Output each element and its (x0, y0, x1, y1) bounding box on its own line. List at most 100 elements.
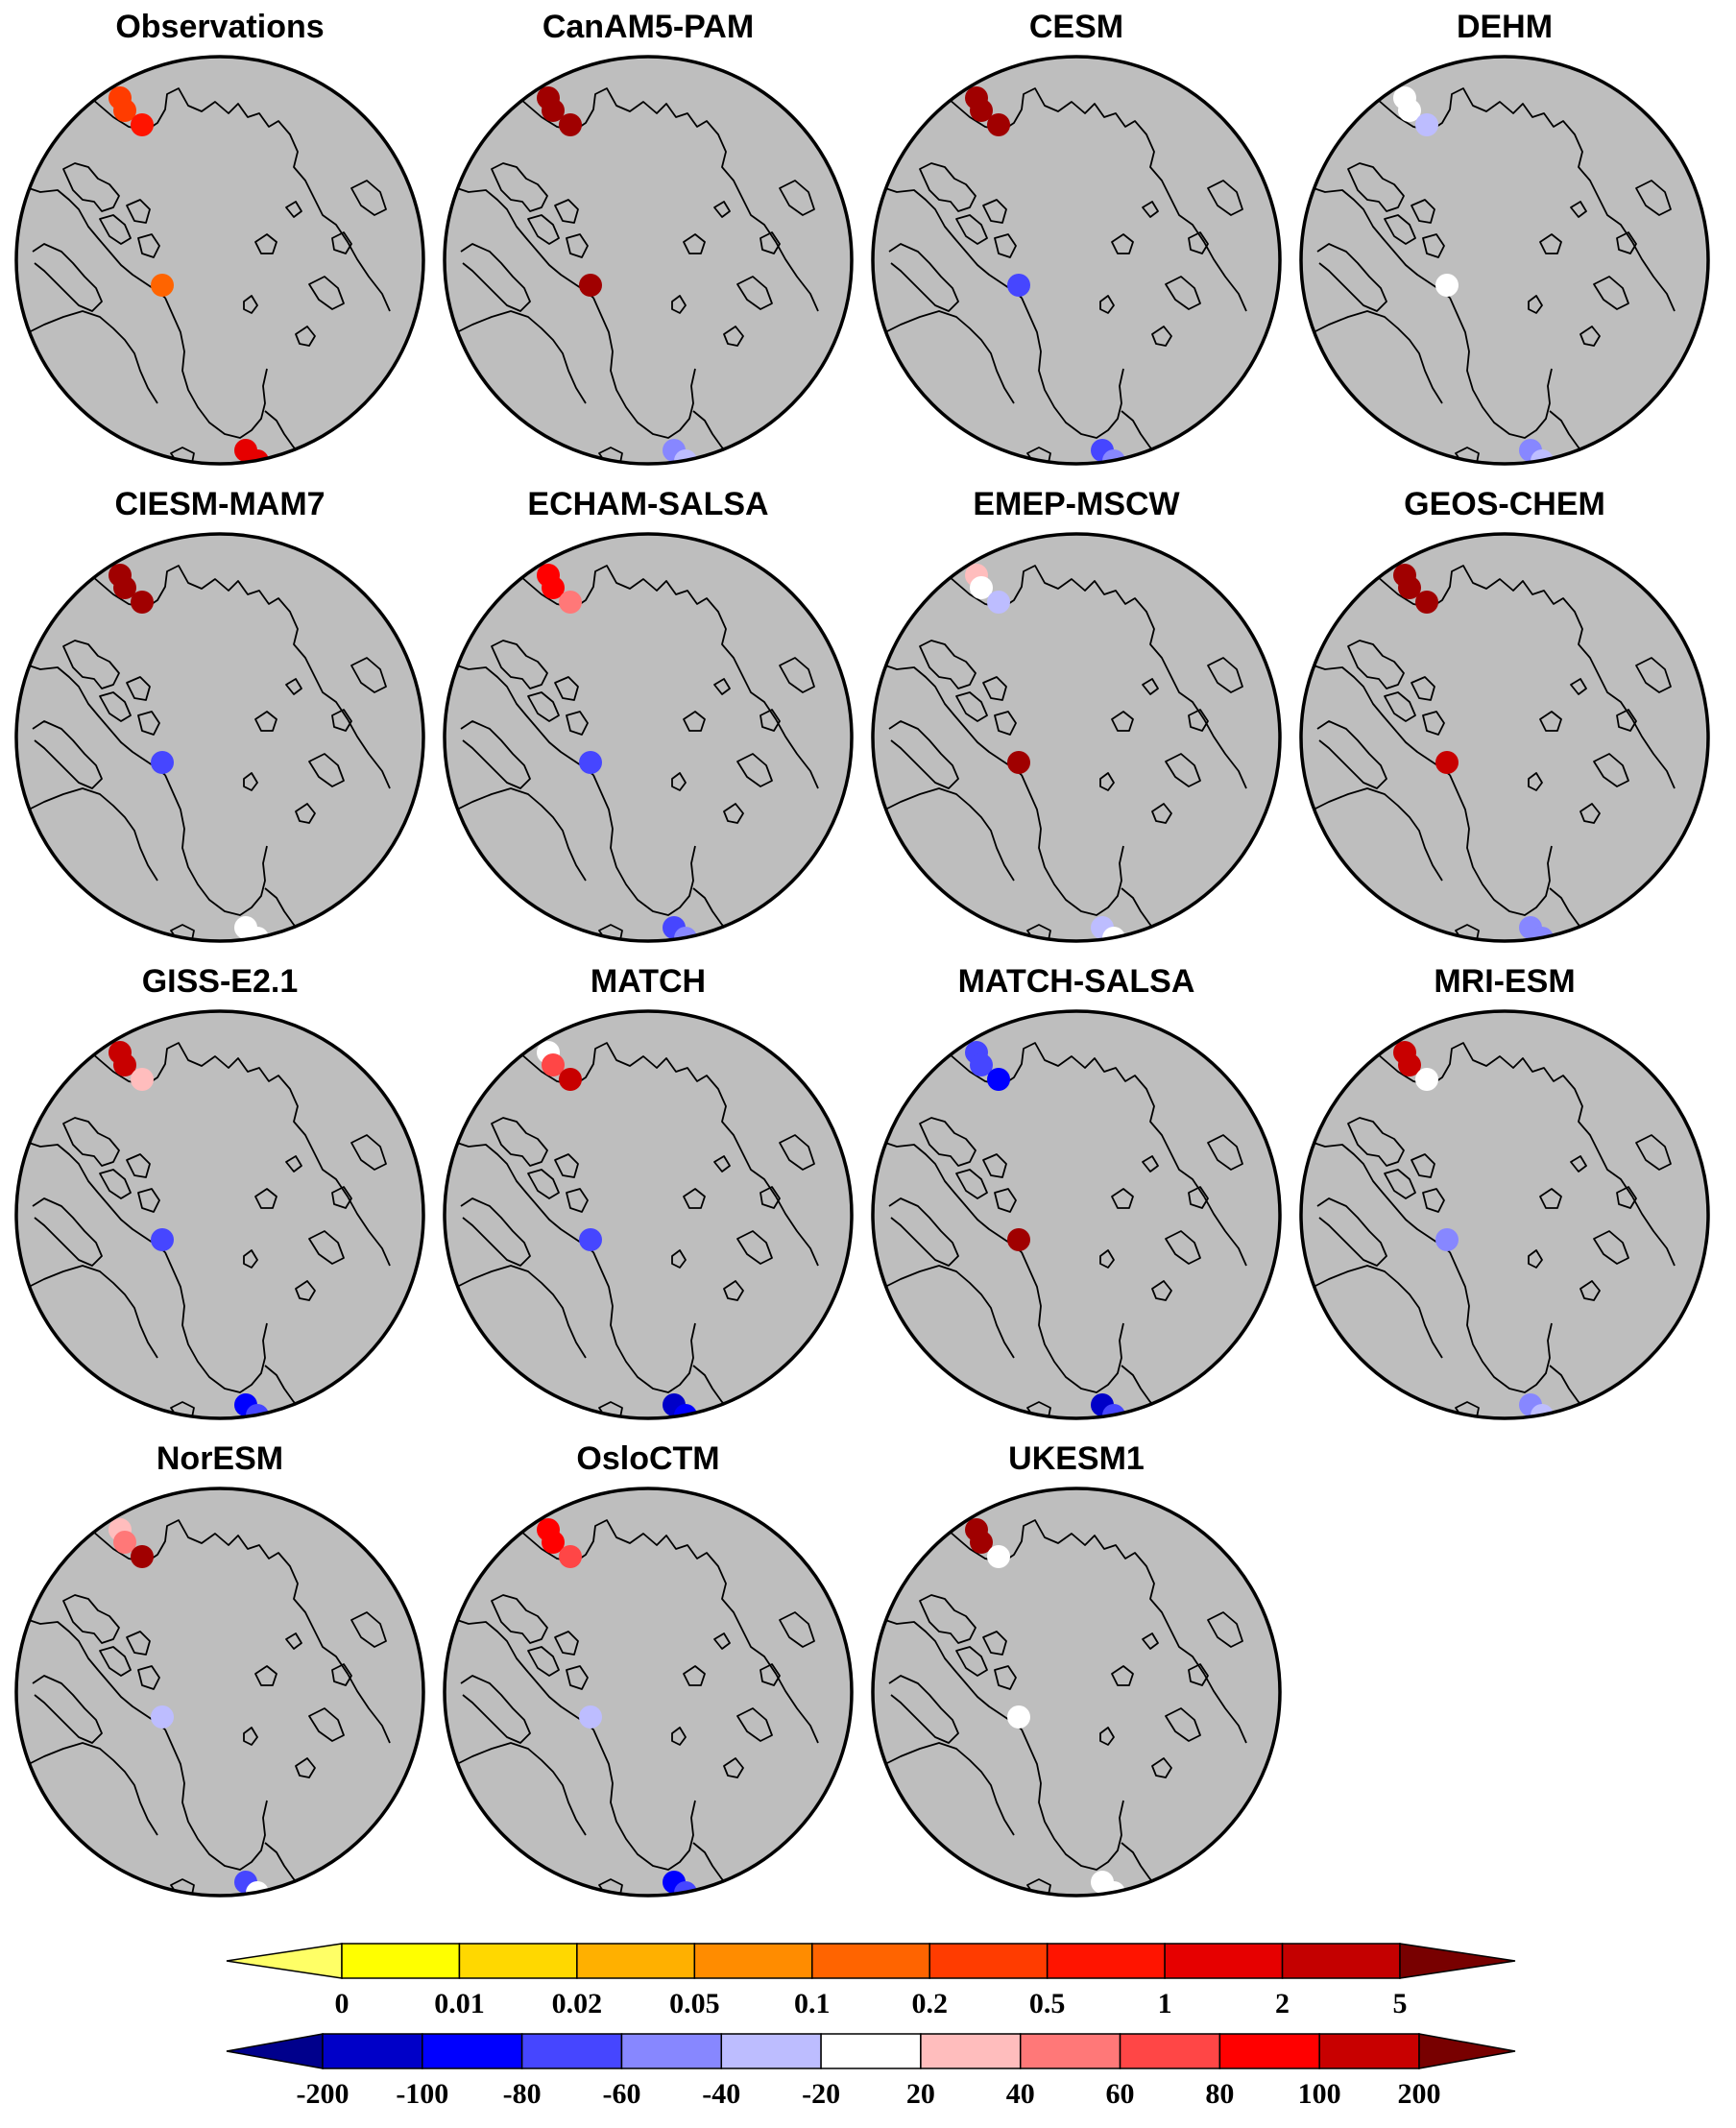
coastline (331, 1186, 352, 1209)
coastline (683, 1188, 706, 1209)
coastline (285, 1632, 302, 1650)
coastline (491, 162, 548, 212)
colorbar-tick-label: 0.2 (911, 1988, 948, 2019)
coastline (350, 1134, 387, 1171)
coastline (450, 663, 594, 776)
polar-map (1299, 55, 1710, 466)
coastline (592, 1251, 696, 1393)
station-marker (113, 99, 136, 122)
coastline (1616, 231, 1637, 254)
colorbar-tick-label: 0.5 (1028, 1988, 1066, 2019)
coastline (723, 1757, 744, 1778)
map-panel: GEOS-CHEM (1290, 477, 1719, 953)
station-marker (987, 113, 1010, 136)
coastline (32, 1197, 103, 1267)
coastline (1579, 326, 1601, 347)
map-background (1301, 1011, 1708, 1418)
coastline (1384, 691, 1416, 722)
coastline (22, 185, 166, 299)
coastline (1316, 1197, 1387, 1267)
coastline (888, 720, 959, 789)
coastline (1410, 1153, 1435, 1178)
coastline (1549, 410, 1614, 464)
coastline (994, 1188, 1017, 1213)
coastline (723, 326, 744, 347)
station-marker (579, 1705, 602, 1729)
coastline (137, 1665, 160, 1690)
coastline (888, 1197, 959, 1267)
coastline (243, 772, 258, 791)
map-panel: CanAM5-PAM (434, 0, 862, 475)
colorbar-tick-label: 0 (334, 1988, 350, 2019)
coastline (1549, 1365, 1614, 1418)
coastline (955, 1646, 988, 1677)
coastline (24, 787, 158, 882)
coastline (1307, 663, 1451, 776)
station-marker (131, 591, 154, 614)
coastline (955, 1169, 988, 1199)
coastline (1384, 1169, 1416, 1199)
coastline (879, 1617, 1023, 1730)
coastline (554, 1153, 579, 1178)
polar-map (14, 55, 425, 466)
map-panel: MRI-ESM (1290, 955, 1719, 1430)
colorbar-box (1164, 1943, 1284, 1979)
coastline (692, 1842, 758, 1896)
colorbar-tick-label: 60 (1105, 2078, 1135, 2110)
coastline (1165, 276, 1201, 310)
station-marker (151, 751, 174, 774)
colorbar-tick-label: -40 (702, 2078, 741, 2110)
coastlines (450, 550, 819, 941)
station-marker (113, 576, 136, 599)
coastline (723, 1280, 744, 1301)
panel-title: GISS-E2.1 (141, 963, 299, 1000)
coastline (1616, 1186, 1637, 1209)
coastline (1151, 803, 1172, 824)
colorbar-tick-label: 80 (1205, 2078, 1235, 2110)
coastline (692, 887, 758, 941)
panel-title: MATCH (590, 963, 707, 1000)
coastline (1188, 231, 1209, 254)
station-marker (1398, 576, 1421, 599)
polar-map (443, 532, 854, 943)
station-marker (113, 1531, 136, 1554)
coastline (1151, 1280, 1172, 1301)
coastline (24, 1265, 158, 1359)
coastline (1316, 720, 1387, 789)
coastline (888, 243, 959, 312)
coastline (671, 295, 687, 314)
coastline (888, 1675, 959, 1744)
colorbar-tick-label: -60 (602, 2078, 641, 2110)
coastline (554, 199, 579, 224)
coastline (671, 1727, 687, 1746)
coastline (1616, 709, 1637, 732)
coastline (254, 711, 277, 732)
polar-map (1299, 532, 1710, 943)
station-marker (542, 1053, 565, 1076)
map-frame (14, 1487, 425, 1898)
coastline (1099, 772, 1115, 791)
colorbar-arrow-high (1399, 1943, 1516, 1979)
coastline (1121, 410, 1186, 464)
coastline (452, 1265, 587, 1359)
coastline (1307, 1140, 1451, 1253)
coastline (126, 199, 151, 224)
coastline (723, 803, 744, 824)
map-panel: OsloCTM (434, 1432, 862, 1907)
station-marker (131, 1545, 154, 1568)
coastline (736, 1230, 773, 1265)
coastline (879, 1140, 1023, 1253)
map-panel: NorESM (6, 1432, 434, 1907)
station-marker (970, 1053, 993, 1076)
station-marker (559, 113, 582, 136)
map-background (445, 1011, 852, 1418)
coastline (982, 1153, 1007, 1178)
polar-map (871, 1009, 1282, 1420)
coastline (713, 1155, 731, 1173)
coastline (1347, 1117, 1405, 1167)
coastline (308, 1230, 345, 1265)
coastline (1549, 887, 1614, 941)
panel-title: MRI-ESM (1434, 963, 1576, 1000)
coastline (22, 663, 166, 776)
coastline (1307, 185, 1451, 299)
